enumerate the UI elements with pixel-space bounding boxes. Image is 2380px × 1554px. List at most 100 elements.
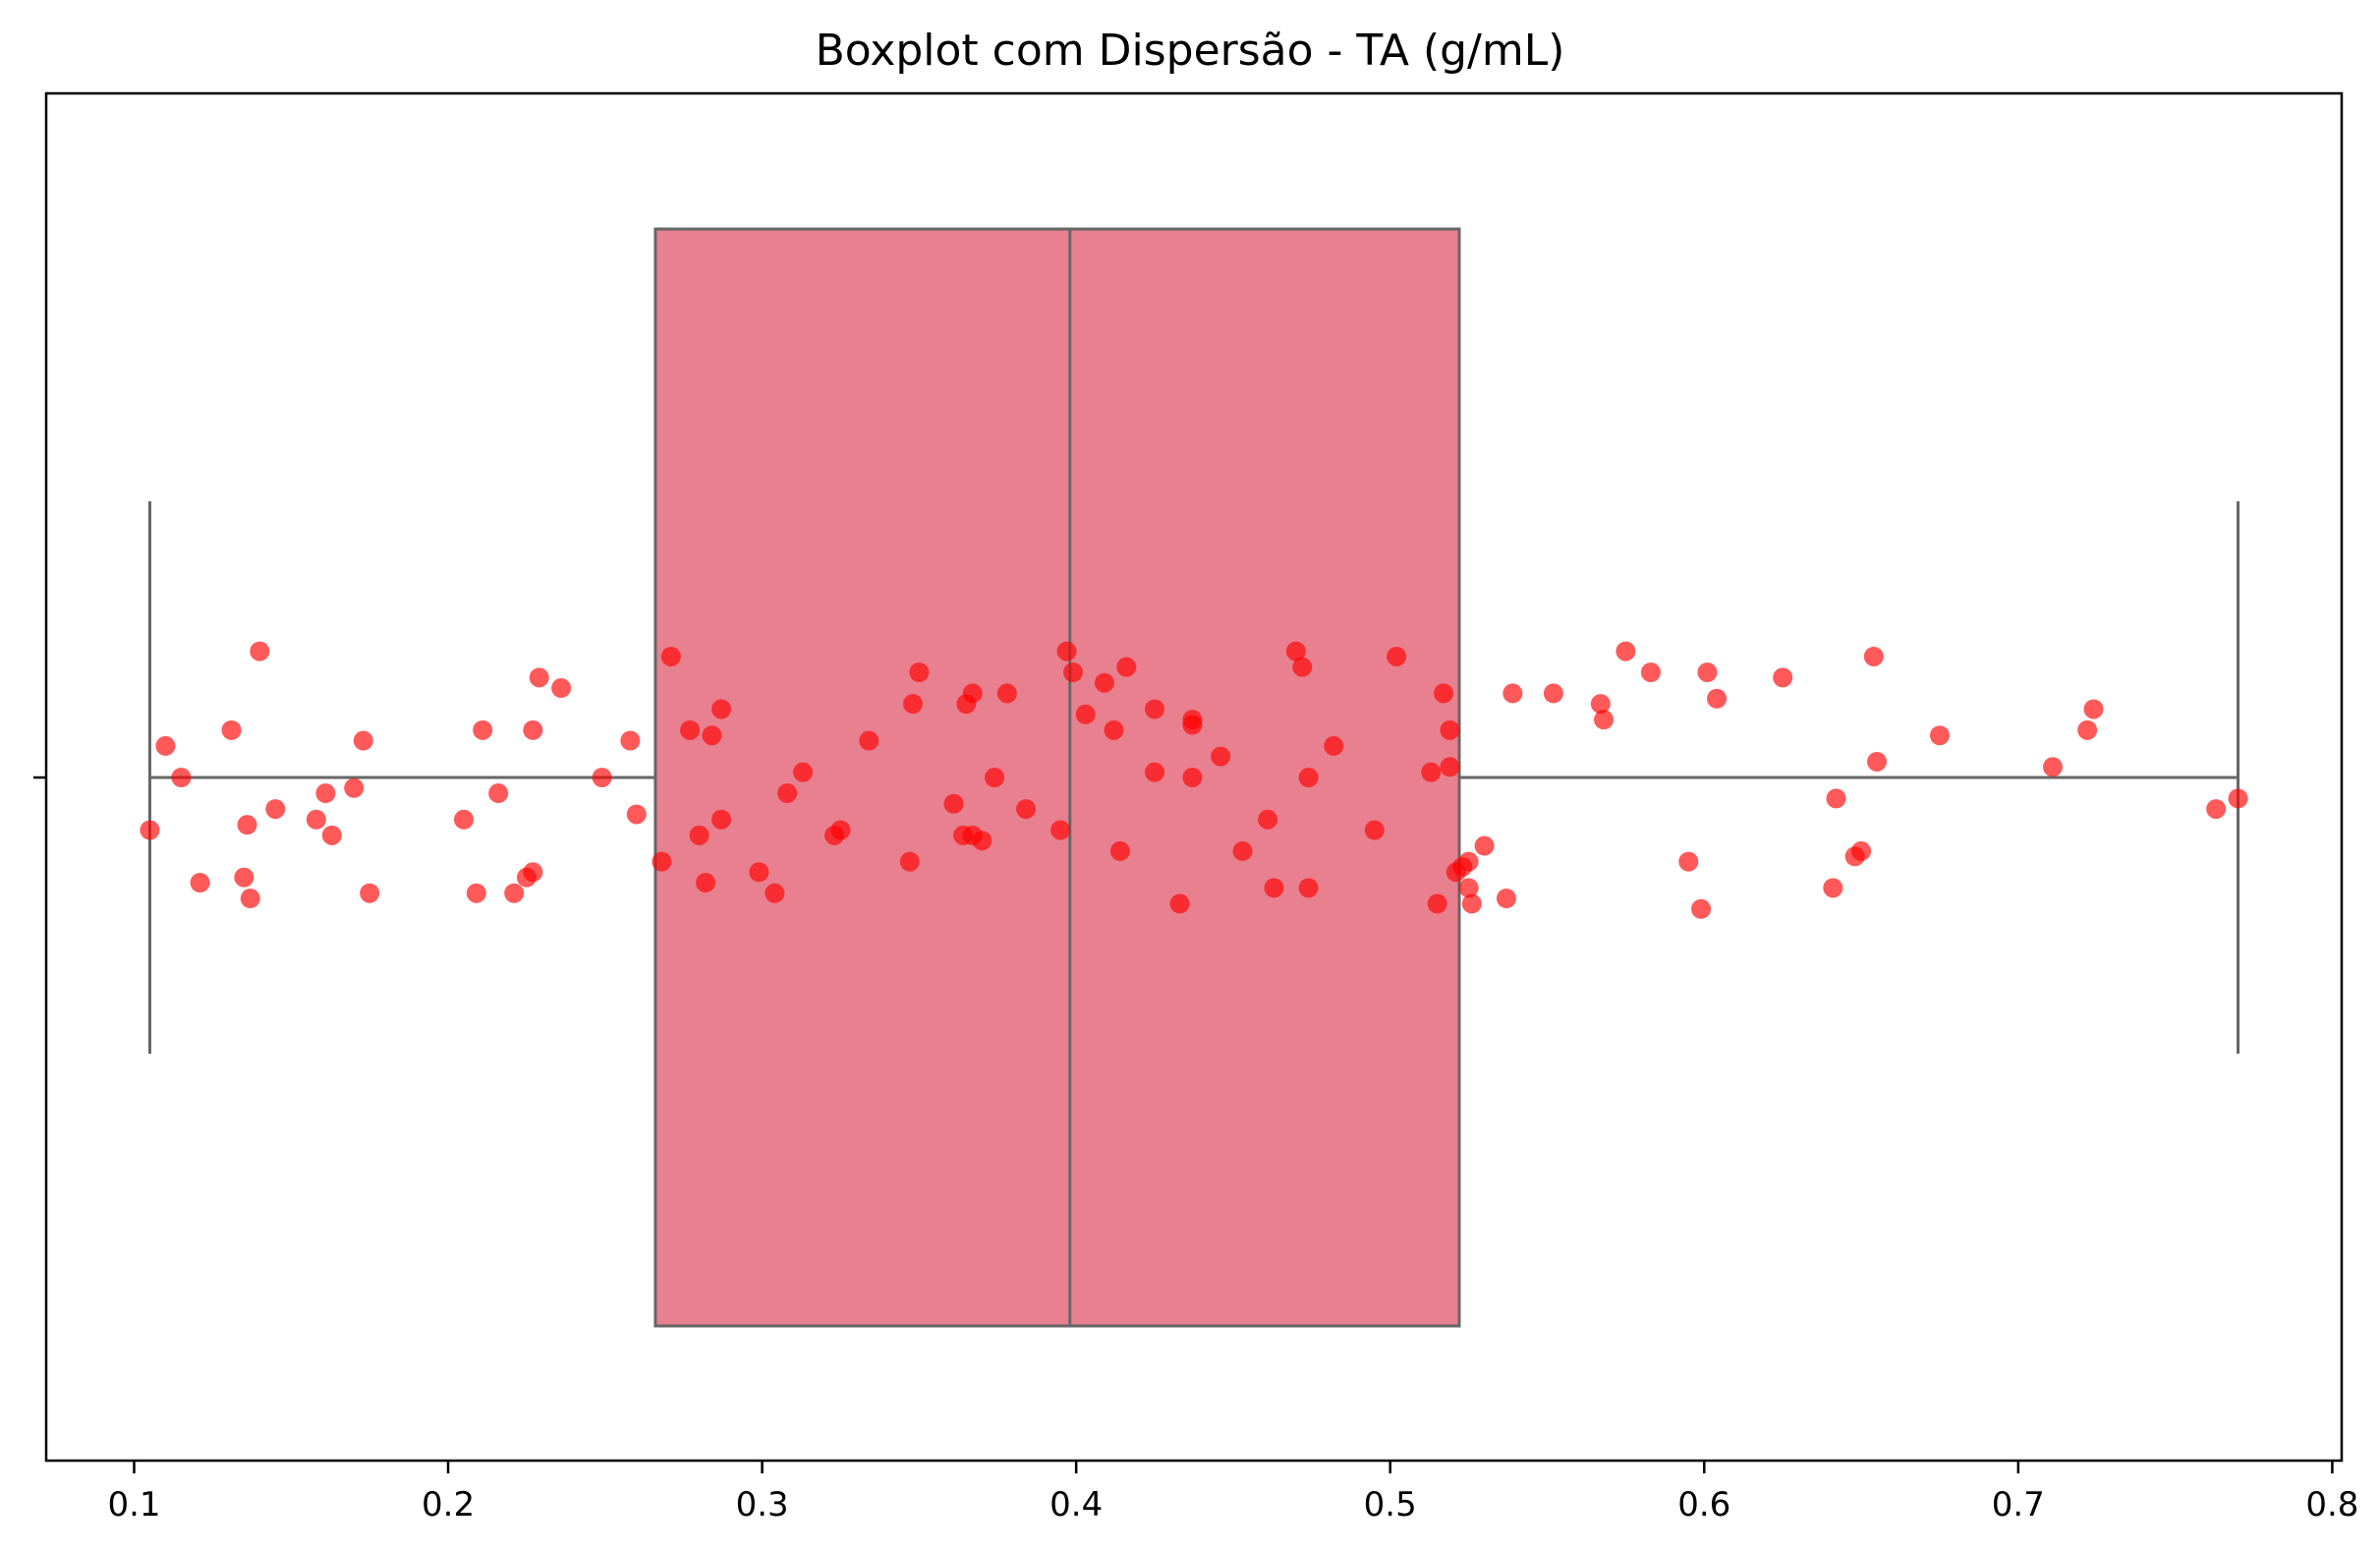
data-point bbox=[1104, 719, 1124, 740]
data-point bbox=[2077, 719, 2098, 740]
data-point bbox=[793, 762, 814, 782]
data-point bbox=[1697, 662, 1718, 682]
data-point bbox=[696, 873, 716, 892]
data-point bbox=[1232, 840, 1253, 861]
data-point bbox=[626, 804, 647, 825]
data-point bbox=[1826, 788, 1846, 809]
data-point bbox=[488, 783, 509, 804]
scatter-points bbox=[140, 641, 2248, 919]
data-point bbox=[1169, 893, 1190, 914]
data-point bbox=[1707, 688, 1728, 709]
x-tick-label: 0.4 bbox=[1049, 1485, 1103, 1525]
data-point bbox=[1543, 683, 1563, 704]
data-point bbox=[777, 783, 798, 804]
data-point bbox=[620, 730, 641, 751]
data-point bbox=[221, 719, 242, 740]
data-point bbox=[237, 815, 257, 835]
data-point bbox=[504, 883, 525, 903]
data-point bbox=[1496, 889, 1516, 909]
data-point bbox=[454, 809, 475, 830]
data-point bbox=[652, 851, 672, 872]
data-point bbox=[306, 809, 326, 830]
x-tick-label: 0.3 bbox=[736, 1485, 789, 1525]
data-point bbox=[996, 683, 1017, 704]
data-point bbox=[1474, 835, 1495, 856]
data-point bbox=[1773, 667, 1793, 688]
data-point bbox=[1440, 719, 1460, 740]
data-point bbox=[1145, 699, 1165, 719]
data-point bbox=[899, 851, 920, 872]
data-point bbox=[523, 719, 543, 740]
data-point bbox=[1458, 851, 1479, 872]
data-point bbox=[466, 883, 486, 903]
data-point bbox=[702, 725, 722, 746]
data-point bbox=[962, 683, 983, 704]
data-point bbox=[749, 862, 769, 883]
data-point bbox=[985, 768, 1005, 787]
data-point bbox=[830, 820, 851, 840]
data-point bbox=[680, 719, 701, 740]
x-tick-label: 0.6 bbox=[1677, 1485, 1730, 1525]
data-point bbox=[1929, 725, 1950, 746]
data-point bbox=[1211, 746, 1231, 767]
data-point bbox=[943, 793, 964, 814]
data-point bbox=[1016, 799, 1037, 820]
data-point bbox=[1440, 757, 1460, 777]
data-point bbox=[902, 694, 923, 715]
data-point bbox=[765, 883, 785, 903]
data-point bbox=[2228, 788, 2248, 809]
data-point bbox=[1182, 710, 1203, 730]
x-axis: 0.1 0.2 0.3 0.4 0.5 0.6 0.7 0.8 bbox=[107, 1461, 2358, 1525]
data-point bbox=[1640, 662, 1661, 682]
data-point bbox=[711, 699, 732, 719]
data-point bbox=[1434, 683, 1454, 704]
data-point bbox=[1258, 809, 1278, 830]
data-point bbox=[660, 646, 681, 666]
chart-title: Boxplot com Dispersão - TA (g/mL) bbox=[816, 26, 1565, 76]
data-point bbox=[1867, 751, 1888, 772]
data-point bbox=[250, 641, 270, 662]
box-group bbox=[147, 227, 2240, 1328]
data-point bbox=[473, 719, 493, 740]
data-point bbox=[551, 678, 572, 699]
data-point bbox=[1678, 851, 1699, 872]
data-point bbox=[1298, 878, 1319, 898]
data-point bbox=[972, 831, 992, 851]
data-point bbox=[1264, 878, 1284, 898]
data-point bbox=[1109, 840, 1130, 861]
data-point bbox=[265, 799, 286, 820]
data-point bbox=[353, 730, 373, 751]
data-point bbox=[1594, 710, 1615, 730]
data-point bbox=[1116, 657, 1137, 677]
x-tick-label: 0.8 bbox=[2305, 1485, 2358, 1525]
data-point bbox=[1590, 694, 1611, 715]
data-point bbox=[592, 768, 612, 787]
data-point bbox=[1502, 683, 1523, 704]
data-point bbox=[1421, 762, 1442, 782]
data-point bbox=[2206, 799, 2227, 820]
data-point bbox=[240, 889, 260, 909]
data-point bbox=[2043, 757, 2064, 777]
data-point bbox=[1851, 840, 1872, 861]
data-point bbox=[1292, 657, 1313, 677]
x-tick-label: 0.2 bbox=[422, 1485, 475, 1525]
data-point bbox=[234, 867, 255, 888]
data-point bbox=[1050, 820, 1071, 840]
data-point bbox=[140, 820, 160, 840]
data-point bbox=[190, 873, 210, 892]
data-point bbox=[321, 825, 342, 845]
x-tick-label: 0.1 bbox=[107, 1485, 160, 1525]
data-point bbox=[1094, 672, 1114, 693]
data-point bbox=[1863, 646, 1884, 666]
data-point bbox=[344, 777, 365, 798]
data-point bbox=[1691, 898, 1712, 919]
data-point bbox=[1182, 768, 1203, 787]
data-point bbox=[689, 825, 709, 845]
data-point bbox=[1324, 735, 1344, 756]
data-point bbox=[2083, 699, 2104, 719]
data-point bbox=[1615, 641, 1636, 662]
data-point bbox=[1285, 641, 1306, 662]
data-point bbox=[1298, 768, 1319, 787]
data-point bbox=[859, 730, 879, 751]
